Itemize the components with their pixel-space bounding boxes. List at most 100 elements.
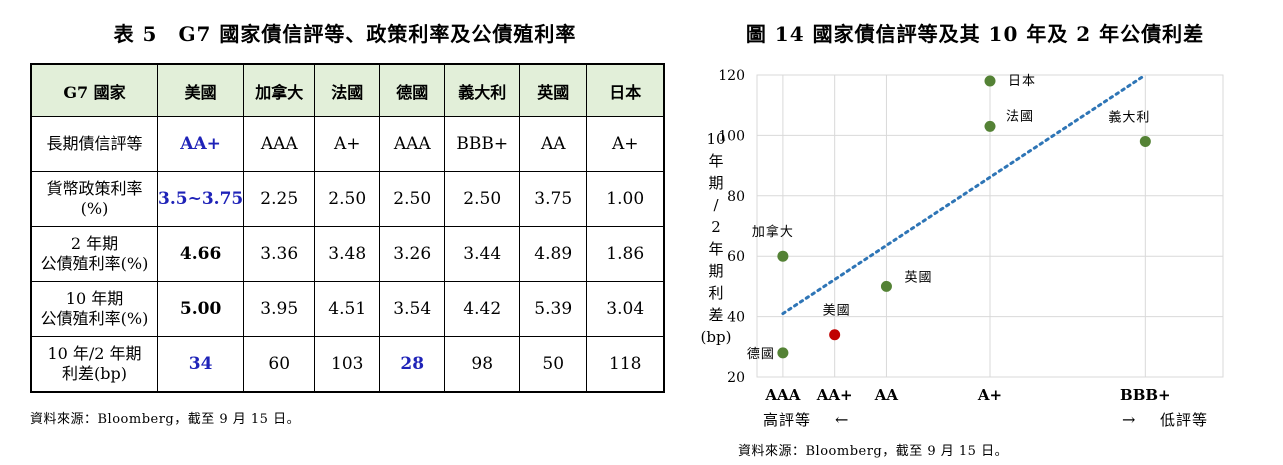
y-axis-label-char: (bp) [701,328,732,346]
cell-us: 5.00 [156,281,245,337]
y-tick-labels: 20 40 60 80 100 120 [718,68,745,386]
table-header-row: G7 國家 美國 加拿大 法國 德國 義大利 英國 日本 [30,63,665,117]
data-label: 義大利 [1108,109,1150,125]
x-tick-label: AAA [764,386,800,404]
y-tick-label: 100 [718,128,745,144]
cell-uk: 5.39 [519,281,588,337]
y-tick-label: 40 [727,310,745,326]
cell-us: 4.66 [156,226,245,282]
row-label: 10 年期 公債殖利率(%) [30,281,158,337]
row-label-line2: (%) [80,199,109,218]
y-axis-label-char: 差 [708,306,723,324]
data-label: 日本 [1008,74,1036,89]
cell-france: 2.50 [314,171,381,227]
right-arrow: → [1122,410,1135,429]
row-label: 貨幣政策利率 (%) [30,171,158,227]
table-row-10y-yield: 10 年期 公債殖利率(%) 5.00 3.95 4.51 3.54 4.42 5… [30,281,665,337]
data-point [880,280,892,292]
cell-uk: 50 [519,336,588,392]
y-tick-label: 120 [718,68,745,84]
cell-canada: AAA [243,116,316,172]
y-axis-label-char: 年 [708,240,723,258]
y-axis-label-char: 期 [708,174,723,192]
cell-germany: 2.50 [379,171,446,227]
trendline [781,73,1147,316]
data-label: 英國 [904,270,932,285]
cell-canada: 60 [243,336,316,392]
chart-source-note: 資料來源：Bloomberg，截至 9 月 15 日。 [738,444,1009,459]
data-point [1139,135,1151,147]
cell-japan: 1.00 [586,171,665,227]
cell-france: 3.48 [314,226,381,282]
data-label: 德國 [747,347,775,362]
cell-germany: 3.54 [379,281,446,337]
y-axis-label-char: 利 [708,284,723,302]
trendline-dotted [781,73,1147,316]
cell-germany: AAA [379,116,446,172]
row-label-line1: 貨幣政策利率 [46,179,143,198]
cell-germany: 3.26 [379,226,446,282]
cell-germany: 28 [379,336,446,392]
data-point [777,250,789,262]
table-row-policy-rate: 貨幣政策利率 (%) 3.5~3.75 2.25 2.50 2.50 2.50 3… [30,171,665,227]
data-point [829,329,841,341]
cell-canada: 2.25 [243,171,316,227]
data-point [777,347,789,359]
data-point [984,75,996,87]
cell-italy: 2.50 [444,171,521,227]
cell-uk: 3.75 [519,171,588,227]
table-source-note: 資料來源：Bloomberg，截至 9 月 15 日。 [30,412,301,427]
cell-japan: 118 [586,336,665,392]
row-label-line2: 利差(bp) [62,363,127,383]
row-label-line1: 10 年期 [65,289,124,308]
row-label-line1: 2 年期 [70,234,119,253]
cell-france: A+ [314,116,381,172]
rating-direction: 高評等 ← → 低評等 [763,410,1207,429]
chart-title: 圖 14 國家債信評等及其 10 年及 2 年公債利差 [745,22,1205,46]
cell-canada: 3.95 [243,281,316,337]
cell-france: 4.51 [314,281,381,337]
cell-italy: 3.44 [444,226,521,282]
cell-japan: 3.04 [586,281,665,337]
header-cell-italy: 義大利 [444,63,521,117]
cell-japan: A+ [586,116,665,172]
cell-us: 3.5~3.75 [156,171,245,227]
y-tick-label: 60 [727,249,745,265]
cell-canada: 3.36 [243,226,316,282]
header-cell-us: 美國 [156,63,245,117]
table-title: 表 5 G7 國家債信評等、政策利率及公債殖利率 [113,22,577,46]
y-tick-label: 20 [727,370,745,386]
y-axis-label-char: / [713,196,719,214]
header-cell-g7: G7 國家 [30,63,158,117]
header-cell-uk: 英國 [519,63,588,117]
y-axis-label-char: 2 [711,218,721,236]
table-row-2y-yield: 2 年期 公債殖利率(%) 4.66 3.36 3.48 3.26 3.44 4.… [30,226,665,282]
x-tick-label: AA+ [816,386,853,404]
header-cell-germany: 德國 [379,63,446,117]
row-label-line1: 10 年/2 年期 [47,343,142,363]
table-row-rating: 長期債信評等 AA+ AAA A+ AAA BBB+ AA A+ [30,116,665,172]
cell-italy: 4.42 [444,281,521,337]
cell-france: 103 [314,336,381,392]
row-label: 10 年/2 年期 利差(bp) [30,336,158,392]
data-label: 加拿大 [752,224,794,240]
cell-uk: 4.89 [519,226,588,282]
row-label: 長期債信評等 [30,116,158,172]
row-label-line2: 公債殖利率(%) [40,254,149,273]
header-cell-france: 法國 [314,63,381,117]
x-tick-label: AA [874,386,899,404]
y-axis-label-char: 10 [706,130,725,148]
x-tick-label: BBB+ [1120,386,1171,404]
header-cell-japan: 日本 [586,63,665,117]
y-axis-label-char: 期 [708,262,723,280]
g7-table: G7 國家 美國 加拿大 法國 德國 義大利 英國 日本 長期債信評等 AA+ … [30,63,666,393]
x-tick-labels: AAA AA+ AA A+ BBB+ [764,386,1170,404]
cell-japan: 1.86 [586,226,665,282]
cell-us: AA+ [156,116,245,172]
cell-uk: AA [519,116,588,172]
data-label: 美國 [823,304,851,319]
x-tick-label: A+ [977,386,1002,404]
